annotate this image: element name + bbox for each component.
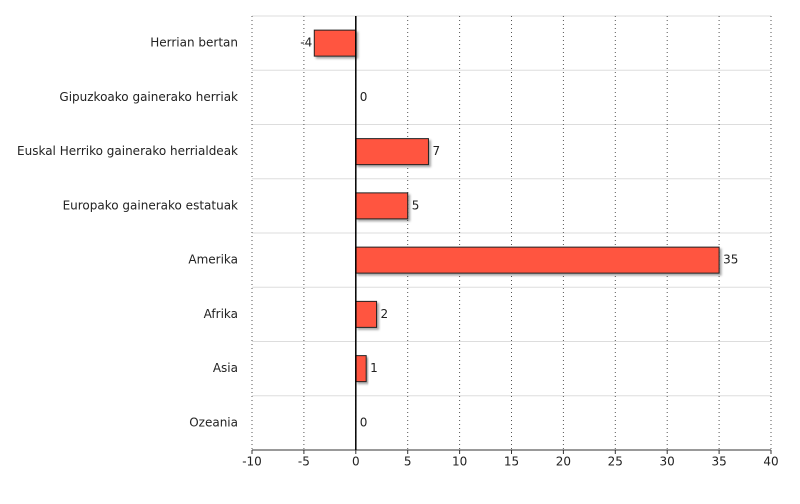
bar: [355, 246, 720, 274]
y-tick-label: Europako gainerako estatuak: [63, 198, 238, 212]
y-tick-label: Herrian bertan: [150, 36, 238, 50]
bar: [355, 138, 429, 166]
bar: [313, 29, 357, 57]
value-label: 1: [370, 361, 378, 375]
bar: [355, 355, 367, 383]
value-label: 0: [360, 90, 368, 104]
value-label: -4: [300, 36, 312, 50]
y-tick-label: Afrika: [204, 307, 238, 321]
value-label: 7: [432, 144, 440, 158]
x-tick-label: 15: [504, 455, 519, 469]
y-tick-label: Ozeania: [189, 415, 238, 429]
y-tick-label: Gipuzkoako gainerako herriak: [59, 90, 238, 104]
value-label: 5: [412, 198, 420, 212]
x-tick-label: 0: [352, 455, 360, 469]
value-label: 35: [723, 253, 738, 267]
y-tick-label: Amerika: [188, 253, 238, 267]
x-tick-label: 30: [660, 455, 675, 469]
x-tick-label: 10: [452, 455, 467, 469]
x-tick-label: 40: [763, 455, 778, 469]
x-tick-label: -5: [298, 455, 310, 469]
y-tick-label: Euskal Herriko gainerako herrialdeak: [17, 144, 238, 158]
bar: [355, 192, 409, 220]
x-tick-label: 35: [711, 455, 726, 469]
y-tick-label: Asia: [213, 361, 238, 375]
bar: [355, 300, 378, 328]
value-label: 2: [381, 307, 389, 321]
x-tick-label: 20: [556, 455, 571, 469]
x-tick-label: -10: [242, 455, 262, 469]
value-label: 0: [360, 415, 368, 429]
x-tick-label: 5: [404, 455, 412, 469]
x-tick-label: 25: [608, 455, 623, 469]
